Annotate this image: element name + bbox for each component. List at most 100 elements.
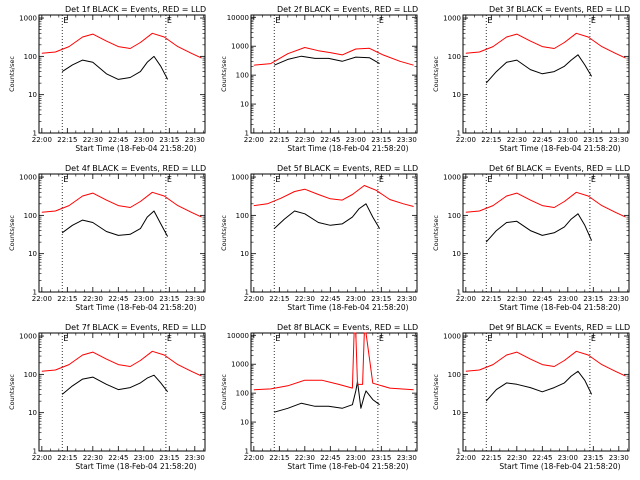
x-tick-label: 22:45	[320, 295, 340, 303]
y-tick-label: 1000	[19, 15, 37, 23]
y-axis-label: Counts/sec	[8, 374, 16, 410]
x-tick-label: 22:00	[244, 454, 264, 462]
x-tick-label: 23:00	[346, 454, 366, 462]
plot-frame	[38, 14, 206, 134]
x-tick-label: 23:30	[397, 454, 417, 462]
y-tick-label: 1	[457, 130, 461, 138]
y-axis-label: Counts/sec	[220, 56, 228, 92]
x-tick-label: 23:00	[558, 136, 578, 144]
x-tick-label: 22:15	[269, 136, 289, 144]
chart-panel-4f: Det 4f BLACK = Events, RED = LLD 1 10 100 10…	[8, 164, 206, 312]
plot-frame	[250, 14, 418, 134]
plot-frame	[462, 332, 630, 452]
chart-title: Det 7f BLACK = Events, RED = LLD	[65, 323, 206, 332]
x-tick-label: 22:45	[108, 295, 128, 303]
x-tick-label: 22:30	[83, 454, 103, 462]
x-tick-label: 23:00	[346, 136, 366, 144]
series-line-lld	[465, 191, 626, 218]
x-tick-label: 22:30	[83, 136, 103, 144]
chart-title: Det 5f BLACK = Events, RED = LLD	[277, 164, 418, 173]
plot-frame	[462, 173, 630, 293]
chart-panel-8f: Det 8f BLACK = Events, RED = LLD 1 10 100 10…	[220, 323, 418, 471]
x-tick-label: 22:30	[295, 136, 315, 144]
event-marker-label: E	[167, 16, 172, 25]
event-marker-label: E	[379, 16, 384, 25]
x-tick-label: 22:45	[320, 136, 340, 144]
event-marker-label: E	[591, 334, 596, 343]
y-tick-label: 1	[33, 289, 37, 297]
x-tick-label: 22:45	[532, 454, 552, 462]
x-axis-label: Start Time (18-Feb-04 21:58:20)	[75, 303, 196, 312]
chart-panel-2f: Det 2f BLACK = Events, RED = LLD 1 10 100 10…	[220, 5, 418, 153]
y-axis-label: Counts/sec	[432, 215, 440, 251]
x-axis-label: Start Time (18-Feb-04 21:58:20)	[499, 462, 620, 471]
series-line-events	[61, 55, 169, 80]
x-axis-label: Start Time (18-Feb-04 21:58:20)	[287, 144, 408, 153]
event-marker-label: E	[63, 175, 68, 184]
x-tick-label: 22:15	[481, 295, 501, 303]
y-tick-label: 10	[452, 250, 461, 258]
x-tick-label: 22:15	[57, 295, 77, 303]
y-tick-label: 10	[452, 91, 461, 99]
x-tick-label: 23:15	[371, 295, 391, 303]
x-axis-label: Start Time (18-Feb-04 21:58:20)	[75, 144, 196, 153]
x-tick-label: 22:30	[507, 295, 527, 303]
x-tick-label: 23:00	[558, 295, 578, 303]
y-tick-label: 1000	[231, 174, 249, 182]
chart-panel-5f: Det 5f BLACK = Events, RED = LLD 1 10 100 10…	[220, 164, 418, 312]
y-tick-label: 1000	[231, 361, 249, 369]
x-tick-label: 22:45	[532, 136, 552, 144]
y-axis-label: Counts/sec	[432, 374, 440, 410]
series-line-events	[485, 213, 593, 243]
x-tick-label: 22:30	[295, 454, 315, 462]
y-tick-label: 1000	[19, 333, 37, 341]
series-line-events	[61, 210, 169, 237]
x-tick-label: 22:30	[507, 454, 527, 462]
x-tick-label: 22:00	[32, 136, 52, 144]
x-axis-label: Start Time (18-Feb-04 21:58:20)	[499, 303, 620, 312]
x-tick-label: 22:30	[83, 295, 103, 303]
chart-title: Det 1f BLACK = Events, RED = LLD	[65, 5, 206, 14]
y-tick-label: 10	[240, 419, 249, 427]
event-marker-label: E	[167, 175, 172, 184]
chart-title: Det 8f BLACK = Events, RED = LLD	[277, 323, 418, 332]
x-tick-label: 22:15	[57, 454, 77, 462]
x-tick-label: 22:45	[320, 454, 340, 462]
y-tick-label: 100	[236, 72, 249, 80]
y-tick-label: 10	[28, 409, 37, 417]
series-line-lld	[465, 350, 626, 377]
y-tick-label: 1	[33, 448, 37, 456]
y-tick-label: 100	[236, 212, 249, 220]
x-tick-label: 22:15	[269, 295, 289, 303]
series-line-lld	[41, 350, 202, 377]
y-tick-label: 10	[452, 409, 461, 417]
y-tick-label: 100	[448, 53, 461, 61]
y-tick-label: 1	[457, 448, 461, 456]
event-marker-label: E	[379, 175, 384, 184]
x-tick-label: 23:30	[397, 295, 417, 303]
x-tick-label: 23:15	[159, 454, 179, 462]
x-tick-label: 23:30	[609, 136, 629, 144]
x-tick-label: 22:15	[269, 454, 289, 462]
series-line-events	[485, 370, 593, 402]
event-marker-label: E	[487, 175, 492, 184]
event-marker-label: E	[63, 16, 68, 25]
y-tick-label: 1	[457, 289, 461, 297]
x-tick-label: 22:15	[481, 136, 501, 144]
x-tick-label: 22:00	[32, 454, 52, 462]
x-tick-label: 23:15	[583, 136, 603, 144]
series-line-events	[485, 54, 593, 84]
series-line-lld	[41, 32, 202, 59]
series-line-lld	[41, 191, 202, 218]
y-axis-label: Counts/sec	[8, 215, 16, 251]
chart-title: Det 2f BLACK = Events, RED = LLD	[277, 5, 418, 14]
series-line-events	[274, 55, 380, 66]
event-marker-label: E	[275, 175, 280, 184]
y-tick-label: 100	[236, 390, 249, 398]
x-tick-label: 23:00	[134, 295, 154, 303]
x-tick-label: 22:30	[295, 295, 315, 303]
y-tick-label: 10	[28, 250, 37, 258]
x-tick-label: 23:30	[609, 454, 629, 462]
x-tick-label: 22:00	[244, 295, 264, 303]
x-tick-label: 23:30	[185, 136, 205, 144]
